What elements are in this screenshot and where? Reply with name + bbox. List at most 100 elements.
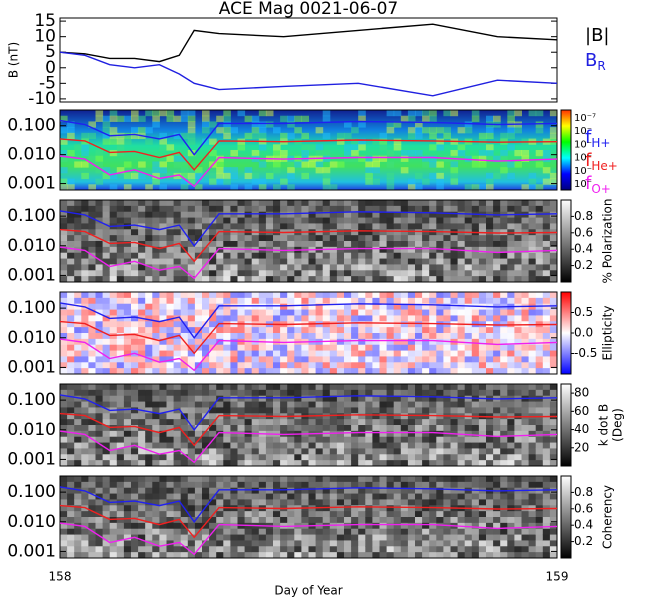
texture bbox=[123, 389, 132, 397]
texture bbox=[336, 505, 345, 512]
texture bbox=[400, 235, 409, 242]
texture bbox=[393, 223, 402, 230]
texture bbox=[500, 499, 508, 506]
texture bbox=[549, 327, 558, 334]
texture bbox=[81, 546, 89, 553]
texture bbox=[351, 460, 359, 467]
texture bbox=[173, 419, 182, 426]
texture bbox=[287, 546, 295, 553]
texture bbox=[549, 356, 558, 363]
texture bbox=[336, 534, 345, 541]
texture bbox=[81, 389, 89, 397]
texture bbox=[358, 264, 366, 271]
texture bbox=[116, 499, 125, 506]
texture bbox=[436, 499, 444, 506]
texture bbox=[60, 258, 68, 265]
texture bbox=[116, 401, 125, 408]
texture bbox=[329, 362, 338, 369]
texture bbox=[521, 528, 530, 536]
texture bbox=[216, 350, 224, 357]
texture bbox=[102, 344, 111, 352]
texture bbox=[372, 442, 380, 449]
texture bbox=[549, 540, 558, 547]
texture bbox=[223, 211, 231, 219]
texture bbox=[542, 540, 551, 547]
texture bbox=[301, 264, 309, 271]
texture bbox=[102, 321, 111, 328]
texture bbox=[123, 315, 132, 322]
texture bbox=[407, 413, 416, 420]
texture bbox=[393, 413, 402, 420]
texture bbox=[344, 150, 352, 157]
texture bbox=[251, 481, 260, 489]
texture bbox=[464, 258, 473, 265]
texture bbox=[535, 292, 544, 299]
texture bbox=[223, 276, 231, 283]
texture bbox=[116, 132, 125, 140]
texture bbox=[74, 200, 82, 207]
texture bbox=[109, 258, 118, 265]
texture bbox=[308, 493, 317, 500]
texture bbox=[528, 511, 537, 518]
texture bbox=[152, 395, 160, 403]
texture bbox=[372, 223, 380, 230]
texture bbox=[393, 517, 402, 524]
texture bbox=[123, 309, 132, 316]
texture bbox=[329, 315, 338, 322]
texture bbox=[549, 436, 558, 444]
texture bbox=[237, 211, 246, 219]
texture bbox=[244, 384, 253, 391]
texture bbox=[535, 161, 544, 168]
texture bbox=[450, 534, 459, 541]
texture bbox=[486, 425, 494, 432]
texture bbox=[131, 315, 139, 322]
texture bbox=[336, 241, 345, 248]
texture bbox=[393, 258, 402, 265]
texture bbox=[379, 252, 388, 260]
texture bbox=[471, 338, 480, 346]
texture bbox=[223, 419, 231, 426]
texture bbox=[457, 476, 466, 483]
texture bbox=[365, 368, 373, 375]
texture bbox=[542, 217, 551, 224]
texture bbox=[280, 454, 288, 461]
texture bbox=[443, 223, 451, 230]
texture bbox=[415, 205, 423, 213]
texture bbox=[549, 395, 558, 403]
texture bbox=[528, 200, 537, 207]
texture bbox=[493, 344, 501, 352]
texture bbox=[209, 368, 217, 375]
texture bbox=[322, 505, 331, 512]
texture bbox=[145, 413, 153, 420]
texture bbox=[180, 356, 189, 363]
texture bbox=[351, 493, 359, 500]
texture bbox=[258, 419, 267, 426]
texture bbox=[166, 297, 175, 305]
texture bbox=[180, 401, 189, 408]
texture bbox=[74, 419, 82, 426]
texture bbox=[180, 303, 189, 311]
texture bbox=[422, 460, 430, 467]
texture bbox=[81, 309, 89, 316]
texture bbox=[265, 110, 274, 117]
texture bbox=[407, 430, 416, 438]
texture bbox=[280, 534, 288, 541]
texture bbox=[471, 270, 480, 277]
texture bbox=[180, 115, 189, 122]
texture bbox=[450, 211, 459, 219]
texture bbox=[237, 425, 246, 432]
texture bbox=[280, 481, 288, 489]
texture bbox=[166, 487, 175, 495]
texture bbox=[209, 200, 217, 207]
texture bbox=[478, 552, 487, 559]
texture bbox=[123, 235, 132, 242]
texture bbox=[159, 368, 167, 375]
texture bbox=[159, 235, 167, 242]
texture bbox=[202, 493, 210, 500]
texture bbox=[379, 436, 388, 444]
texture bbox=[138, 205, 146, 213]
texture bbox=[60, 460, 68, 467]
texture bbox=[372, 246, 380, 254]
texture bbox=[287, 395, 295, 403]
